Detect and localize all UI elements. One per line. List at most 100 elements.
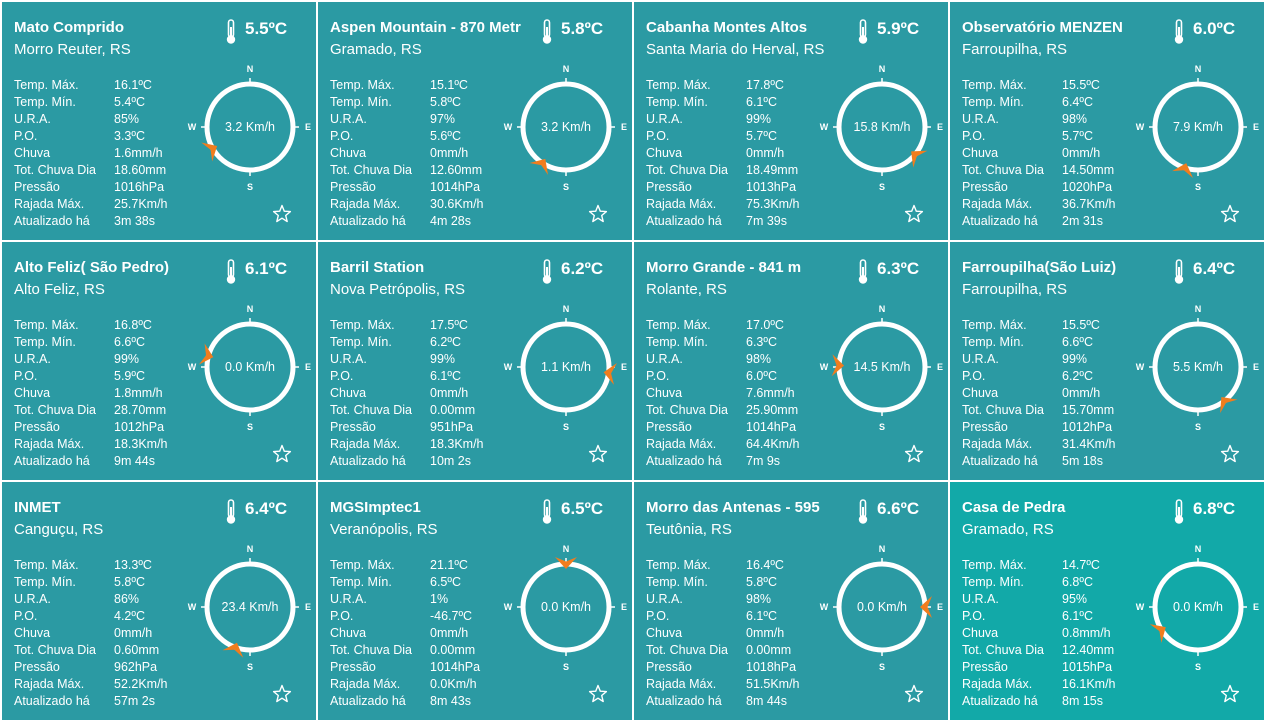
thermometer-icon xyxy=(1174,259,1184,284)
star-icon[interactable] xyxy=(1220,684,1240,704)
stat-row-pressao: Pressão 1020hPa xyxy=(962,179,1116,196)
stat-value: 5.8ºC xyxy=(114,575,145,589)
stat-label: P.O. xyxy=(330,129,354,143)
stat-row-chuva: Chuva 0mm/h xyxy=(962,385,1116,402)
thermometer-icon xyxy=(1174,499,1184,524)
compass-south-label: S xyxy=(1195,662,1201,672)
stat-row-chuva: Chuva 1.8mm/h xyxy=(14,385,168,402)
station-card[interactable]: Casa de Pedra Gramado, RS 6.8ºC Temp. Má… xyxy=(950,482,1264,720)
stat-value: 6.1ºC xyxy=(1062,609,1093,623)
stat-row-pressao: Pressão 1014hPa xyxy=(646,419,800,436)
stat-label: Rajada Máx. xyxy=(962,197,1033,211)
stat-row-chuva: Chuva 7.6mm/h xyxy=(646,385,800,402)
stat-value: 15.70mm xyxy=(1062,403,1115,417)
thermometer-icon xyxy=(226,259,236,284)
stat-row-temp-max: Temp. Máx. 17.0ºC xyxy=(646,317,800,334)
current-temperature: 6.8ºC xyxy=(1193,499,1236,518)
station-card[interactable]: Observatório MENZEN Farroupilha, RS 6.0º… xyxy=(950,2,1264,240)
station-card[interactable]: Farroupilha(São Luiz) Farroupilha, RS 6.… xyxy=(950,242,1264,480)
stat-value: 3m 38s xyxy=(114,214,155,228)
stat-row-atualizado: Atualizado há 57m 2s xyxy=(14,693,168,710)
stat-value: 951hPa xyxy=(430,420,474,434)
compass-icon: N S E W 3.2 Km/h xyxy=(504,64,627,192)
stat-row-rajada: Rajada Máx. 0.0Km/h xyxy=(330,676,480,693)
wind-direction-arrow xyxy=(1149,624,1166,643)
stat-label: Tot. Chuva Dia xyxy=(14,163,96,177)
stat-label: Temp. Máx. xyxy=(646,318,711,332)
star-icon[interactable] xyxy=(904,684,924,704)
stat-row-temp-min: Temp. Mín. 5.8ºC xyxy=(14,574,168,591)
stat-row-ura: U.R.A. 98% xyxy=(646,591,800,608)
stat-value: 0mm/h xyxy=(746,146,785,160)
stat-value: 6.1ºC xyxy=(746,95,777,109)
wind-direction-arrow xyxy=(1220,396,1238,414)
stat-label: Pressão xyxy=(962,180,1008,194)
stat-value: 64.4Km/h xyxy=(746,437,800,451)
star-icon[interactable] xyxy=(904,204,924,224)
star-icon[interactable] xyxy=(272,444,292,464)
compass-icon: N S E W 23.4 Km/h xyxy=(188,544,311,672)
compass-north-label: N xyxy=(247,64,254,74)
compass-north-label: N xyxy=(247,544,254,554)
station-name: Farroupilha(São Luiz) xyxy=(962,259,1117,276)
stat-label: Tot. Chuva Dia xyxy=(330,643,412,657)
wind-direction-arrow xyxy=(911,150,928,168)
stat-label: P.O. xyxy=(962,369,986,383)
station-card[interactable]: Morro das Antenas - 595 Teutônia, RS 6.6… xyxy=(634,482,948,720)
stat-label: Rajada Máx. xyxy=(330,197,401,211)
compass-south-label: S xyxy=(879,422,885,432)
stat-value: 86% xyxy=(114,592,140,606)
station-stats: Temp. Máx. 16.1ºC Temp. Mín. 5.4ºC U.R.A. 8… xyxy=(14,77,168,230)
station-card[interactable]: Alto Feliz( São Pedro) Alto Feliz, RS 6.… xyxy=(2,242,316,480)
compass-west-label: W xyxy=(1136,602,1145,612)
stat-value: 0.60mm xyxy=(114,643,160,657)
stat-label: P.O. xyxy=(646,609,670,623)
stat-label: Temp. Mín. xyxy=(14,575,76,589)
star-icon[interactable] xyxy=(1220,444,1240,464)
station-card[interactable]: INMET Canguçu, RS 6.4ºC Temp. Máx. 13.3ºC… xyxy=(2,482,316,720)
star-icon[interactable] xyxy=(272,204,292,224)
stat-label: Pressão xyxy=(646,660,692,674)
star-icon[interactable] xyxy=(588,444,608,464)
stat-value: 10m 2s xyxy=(430,454,471,468)
stat-label: U.R.A. xyxy=(14,112,51,126)
compass-west-label: W xyxy=(188,362,197,372)
station-card[interactable]: MGSImptec1 Veranópolis, RS 6.5ºC Temp. M… xyxy=(318,482,632,720)
compass-south-label: S xyxy=(563,182,569,192)
stat-value: 0mm/h xyxy=(430,146,469,160)
stat-label: Chuva xyxy=(646,626,683,640)
star-icon[interactable] xyxy=(588,684,608,704)
stat-value: 0mm/h xyxy=(430,386,469,400)
stat-label: Tot. Chuva Dia xyxy=(14,643,96,657)
stat-value: 18.49mm xyxy=(746,163,799,177)
station-card[interactable]: Cabanha Montes Altos Santa Maria do Herv… xyxy=(634,2,948,240)
stat-row-temp-min: Temp. Mín. 6.6ºC xyxy=(14,334,168,351)
stat-value: 16.4ºC xyxy=(746,558,784,572)
star-icon[interactable] xyxy=(1220,204,1240,224)
station-card[interactable]: Aspen Mountain - 870 Metr Gramado, RS 5.… xyxy=(318,2,632,240)
station-stats: Temp. Máx. 17.5ºC Temp. Mín. 6.2ºC U.R.A. 9… xyxy=(330,317,484,470)
star-icon[interactable] xyxy=(272,684,292,704)
station-name: Alto Feliz( São Pedro) xyxy=(14,259,170,276)
station-card[interactable]: Barril Station Nova Petrópolis, RS 6.2ºC… xyxy=(318,242,632,480)
stat-value: 98% xyxy=(746,352,772,366)
stat-label: U.R.A. xyxy=(330,592,367,606)
compass-west-label: W xyxy=(820,602,829,612)
station-card[interactable]: Mato Comprido Morro Reuter, RS 5.5ºC Tem… xyxy=(2,2,316,240)
current-temperature: 5.5ºC xyxy=(245,19,288,38)
station-card[interactable]: Morro Grande - 841 m Rolante, RS 6.3ºC T… xyxy=(634,242,948,480)
compass-east-label: E xyxy=(305,122,311,132)
stat-label: Temp. Mín. xyxy=(14,335,76,349)
stat-value: 8m 43s xyxy=(430,694,471,708)
stat-value: 12.60mm xyxy=(430,163,483,177)
compass-icon: N S E W 7.9 Km/h xyxy=(1136,64,1259,192)
stat-row-pressao: Pressão 1015hPa xyxy=(962,659,1116,676)
stat-row-ura: U.R.A. 97% xyxy=(330,111,484,128)
station-location: Santa Maria do Herval, RS xyxy=(646,41,825,58)
station-stats: Temp. Máx. 13.3ºC Temp. Mín. 5.8ºC U.R.A. 8… xyxy=(14,557,168,710)
stat-label: Temp. Mín. xyxy=(330,95,392,109)
stat-value: 6.5ºC xyxy=(430,575,461,589)
star-icon[interactable] xyxy=(904,444,924,464)
star-icon[interactable] xyxy=(588,204,608,224)
stat-label: Atualizado há xyxy=(646,454,722,468)
